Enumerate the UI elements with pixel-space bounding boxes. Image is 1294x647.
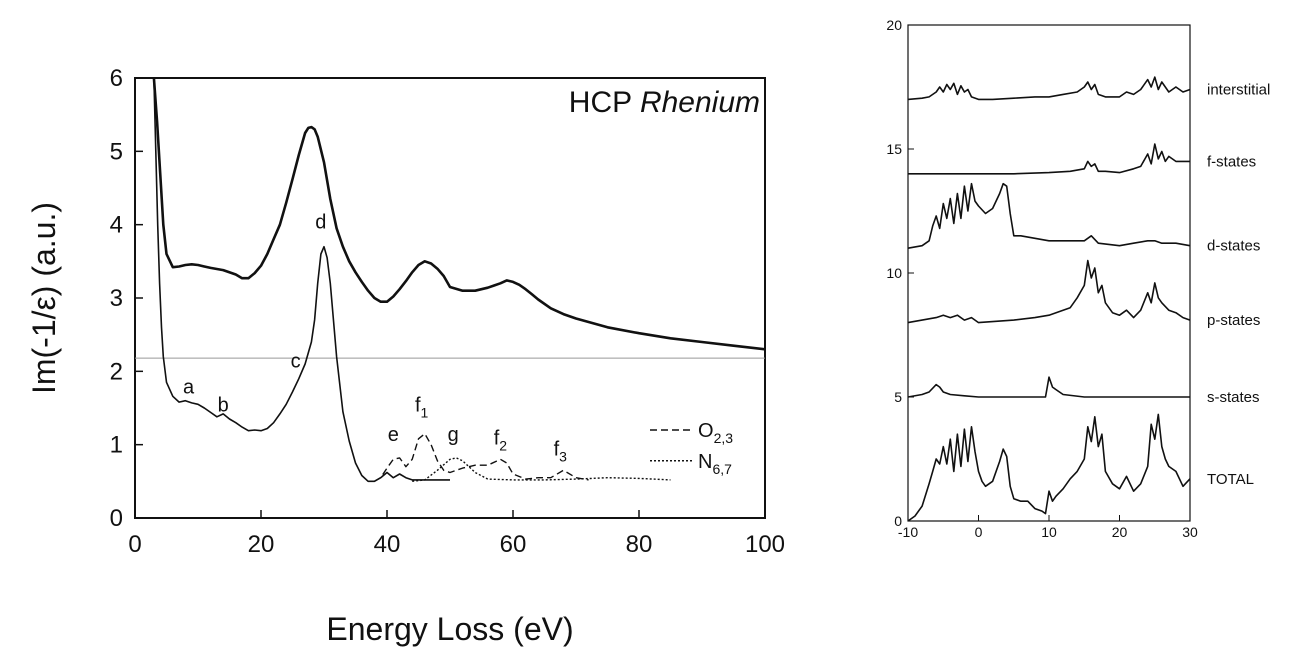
peak-label-text: f (415, 395, 421, 417)
right-y-tick-label: 10 (886, 265, 902, 281)
series-label-d-states: d-states (1207, 238, 1260, 255)
right-x-tick-label: -10 (898, 524, 918, 540)
right-x-tick-label: 30 (1182, 524, 1198, 540)
legend-label-main: N (698, 451, 712, 473)
peak-label-sub: 3 (559, 449, 567, 465)
series-f-states (908, 143, 1190, 175)
peak-label: g (448, 424, 459, 446)
peak-label-sub: 2 (499, 438, 507, 454)
peak-label-text: f (494, 428, 500, 450)
right-series (907, 76, 1191, 522)
series-label-p-states: p-states (1207, 312, 1260, 329)
right-x-tick-label: 20 (1112, 524, 1128, 540)
peak-label: f1 (415, 395, 429, 421)
left-x-tick-label: 80 (626, 531, 653, 558)
series-thick-solid (152, 77, 766, 351)
left-y-tick-label: 3 (110, 285, 123, 312)
series-s-states (907, 376, 1190, 398)
series-total (907, 413, 1191, 522)
peak-label-text: g (448, 424, 459, 446)
right-y-tick-label: 15 (886, 141, 902, 157)
left-y-tick-label: 0 (110, 505, 123, 532)
legend-label-main: O (698, 420, 714, 442)
series-thin-solid (153, 77, 450, 483)
peak-label-text: a (183, 376, 195, 398)
left-x-axis-title: Energy Loss (eV) (326, 611, 573, 647)
peak-label: f2 (494, 428, 508, 454)
left-chart-title-italic: Rhenium (640, 86, 760, 119)
left-legend: O2,3N6,7 (650, 420, 733, 477)
left-plot-frame (134, 77, 766, 519)
left-series (135, 77, 766, 483)
right-x-tick-label: 10 (1041, 524, 1057, 540)
series-label-interstitial: interstitial (1207, 81, 1270, 98)
peak-label: e (388, 424, 399, 446)
left-x-tick-label: 0 (128, 531, 141, 558)
right-y-tick-label: 5 (894, 389, 902, 405)
peak-label: b (218, 395, 229, 417)
series-p-states (907, 259, 1191, 324)
right-y-tick-label: 20 (886, 17, 902, 33)
left-x-tick-label: 40 (374, 531, 401, 558)
legend-label-sub: 2,3 (714, 430, 734, 446)
series-label-s-states: s-states (1207, 389, 1260, 406)
peak-label-text: f (554, 439, 560, 461)
legend-label: O2,3 (698, 420, 733, 446)
peak-label: c (291, 351, 301, 373)
legend-label-sub: 6,7 (712, 461, 732, 477)
right-x-tick-label: 0 (975, 524, 983, 540)
left-y-axis-title: Im(-1/ε) (a.u.) (26, 202, 62, 394)
series-d-states (907, 182, 1191, 249)
right-y-tick-label: 0 (894, 513, 902, 529)
peak-label: a (183, 376, 195, 398)
left-ticks: 0 20 40 60 80 100 0 1 2 3 4 5 6 (110, 65, 785, 558)
series-n67-dotted (412, 457, 671, 482)
left-chart-title-plain: HCP (569, 86, 640, 119)
peak-label-text: e (388, 424, 399, 446)
peak-label-sub: 1 (421, 405, 429, 421)
legend-label: N6,7 (698, 451, 732, 477)
left-y-tick-label: 5 (110, 138, 123, 165)
left-y-tick-label: 1 (110, 432, 123, 459)
left-x-tick-label: 60 (500, 531, 527, 558)
peak-label: d (315, 211, 326, 233)
series-label-total: TOTAL (1207, 471, 1254, 488)
peak-label: f3 (554, 439, 568, 465)
series-o23-dashed (374, 433, 589, 482)
right-series-labels: interstitial f-states d-states p-states s-st… (1207, 81, 1270, 487)
left-x-tick-label: 100 (745, 531, 785, 558)
peak-label-text: d (315, 211, 326, 233)
series-label-f-states: f-states (1207, 153, 1256, 170)
left-x-tick-label: 20 (248, 531, 275, 558)
series-interstitial (907, 76, 1191, 101)
left-y-tick-label: 6 (110, 65, 123, 92)
peak-label-text: c (291, 351, 301, 373)
left-y-tick-label: 4 (110, 212, 123, 239)
peak-label-text: b (218, 395, 229, 417)
left-chart-title: HCP Rhenium (569, 86, 760, 119)
left-y-tick-label: 2 (110, 358, 123, 385)
